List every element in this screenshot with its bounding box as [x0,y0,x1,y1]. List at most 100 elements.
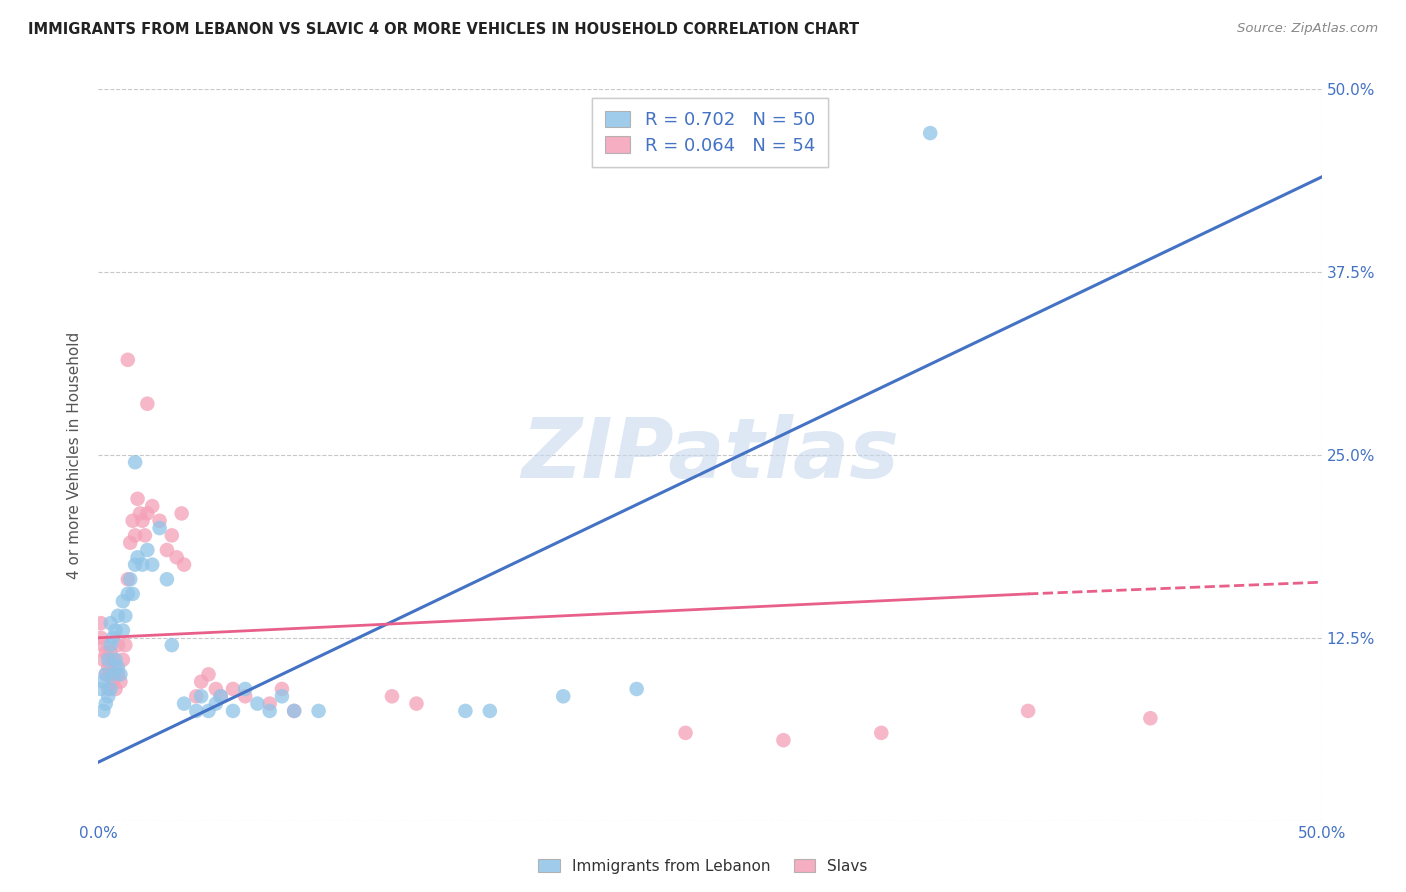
Point [553,690,575,704]
Point [283,704,305,718]
Point [94,697,117,711]
Point [107,638,129,652]
Point [121,514,143,528]
Point [233,681,256,696]
Point [121,587,143,601]
Text: Source: ZipAtlas.com: Source: ZipAtlas.com [1237,22,1378,36]
Point [91,704,114,718]
Point [100,645,122,659]
Point [100,667,122,681]
Point [124,528,146,542]
Point [114,608,136,623]
Point [186,704,208,718]
Point [136,397,159,411]
Point [107,667,129,681]
Point [205,681,228,696]
Legend: Immigrants from Lebanon, Slavs: Immigrants from Lebanon, Slavs [533,853,873,880]
Point [209,690,232,704]
Point [197,704,219,718]
Point [190,690,212,704]
Text: ZIPatlas: ZIPatlas [522,415,898,495]
Point [160,528,183,542]
Point [626,681,648,696]
Point [120,535,142,549]
Point [117,572,139,586]
Point [90,631,112,645]
Point [1139,711,1161,725]
Point [233,690,256,704]
Point [675,726,697,740]
Y-axis label: 4 or more Vehicles in Household: 4 or more Vehicles in Household [67,331,83,579]
Point [870,726,893,740]
Point [127,550,149,565]
Point [170,507,193,521]
Point [308,704,330,718]
Point [94,667,117,681]
Point [101,674,124,689]
Text: IMMIGRANTS FROM LEBANON VS SLAVIC 4 OR MORE VEHICLES IN HOUSEHOLD CORRELATION CH: IMMIGRANTS FROM LEBANON VS SLAVIC 4 OR M… [28,22,859,37]
Point [1017,704,1039,718]
Point [94,645,117,659]
Point [259,704,281,718]
Point [920,126,942,140]
Point [134,528,156,542]
Point [97,681,120,696]
Point [127,491,149,506]
Point [186,690,208,704]
Point [124,558,146,572]
Point [149,521,172,535]
Point [104,653,127,667]
Point [97,660,120,674]
Point [197,667,219,681]
Point [111,624,134,638]
Point [97,690,120,704]
Point [97,653,120,667]
Point [454,704,477,718]
Point [149,514,172,528]
Point [270,681,294,696]
Point [94,667,117,681]
Point [131,558,153,572]
Point [104,681,127,696]
Point [110,674,132,689]
Point [117,587,139,601]
Point [101,653,124,667]
Point [104,624,127,638]
Point [160,638,183,652]
Point [166,550,188,565]
Point [107,608,129,623]
Point [111,653,134,667]
Point [91,674,114,689]
Point [90,616,112,631]
Point [100,638,122,652]
Point [91,653,114,667]
Point [101,631,124,645]
Point [156,543,179,558]
Point [124,455,146,469]
Point [90,681,112,696]
Point [100,616,122,631]
Point [114,638,136,652]
Point [205,697,228,711]
Point [222,681,245,696]
Point [120,572,142,586]
Point [478,704,501,718]
Point [91,638,114,652]
Point [117,352,139,367]
Point [104,660,127,674]
Point [381,690,404,704]
Point [111,594,134,608]
Point [101,667,124,681]
Point [283,704,305,718]
Point [131,514,153,528]
Point [222,704,245,718]
Point [270,690,294,704]
Point [173,558,195,572]
Point [173,697,195,711]
Point [246,697,269,711]
Point [141,499,163,513]
Legend: R = 0.702   N = 50, R = 0.064   N = 54: R = 0.702 N = 50, R = 0.064 N = 54 [592,98,828,168]
Point [209,690,232,704]
Point [259,697,281,711]
Point [136,543,159,558]
